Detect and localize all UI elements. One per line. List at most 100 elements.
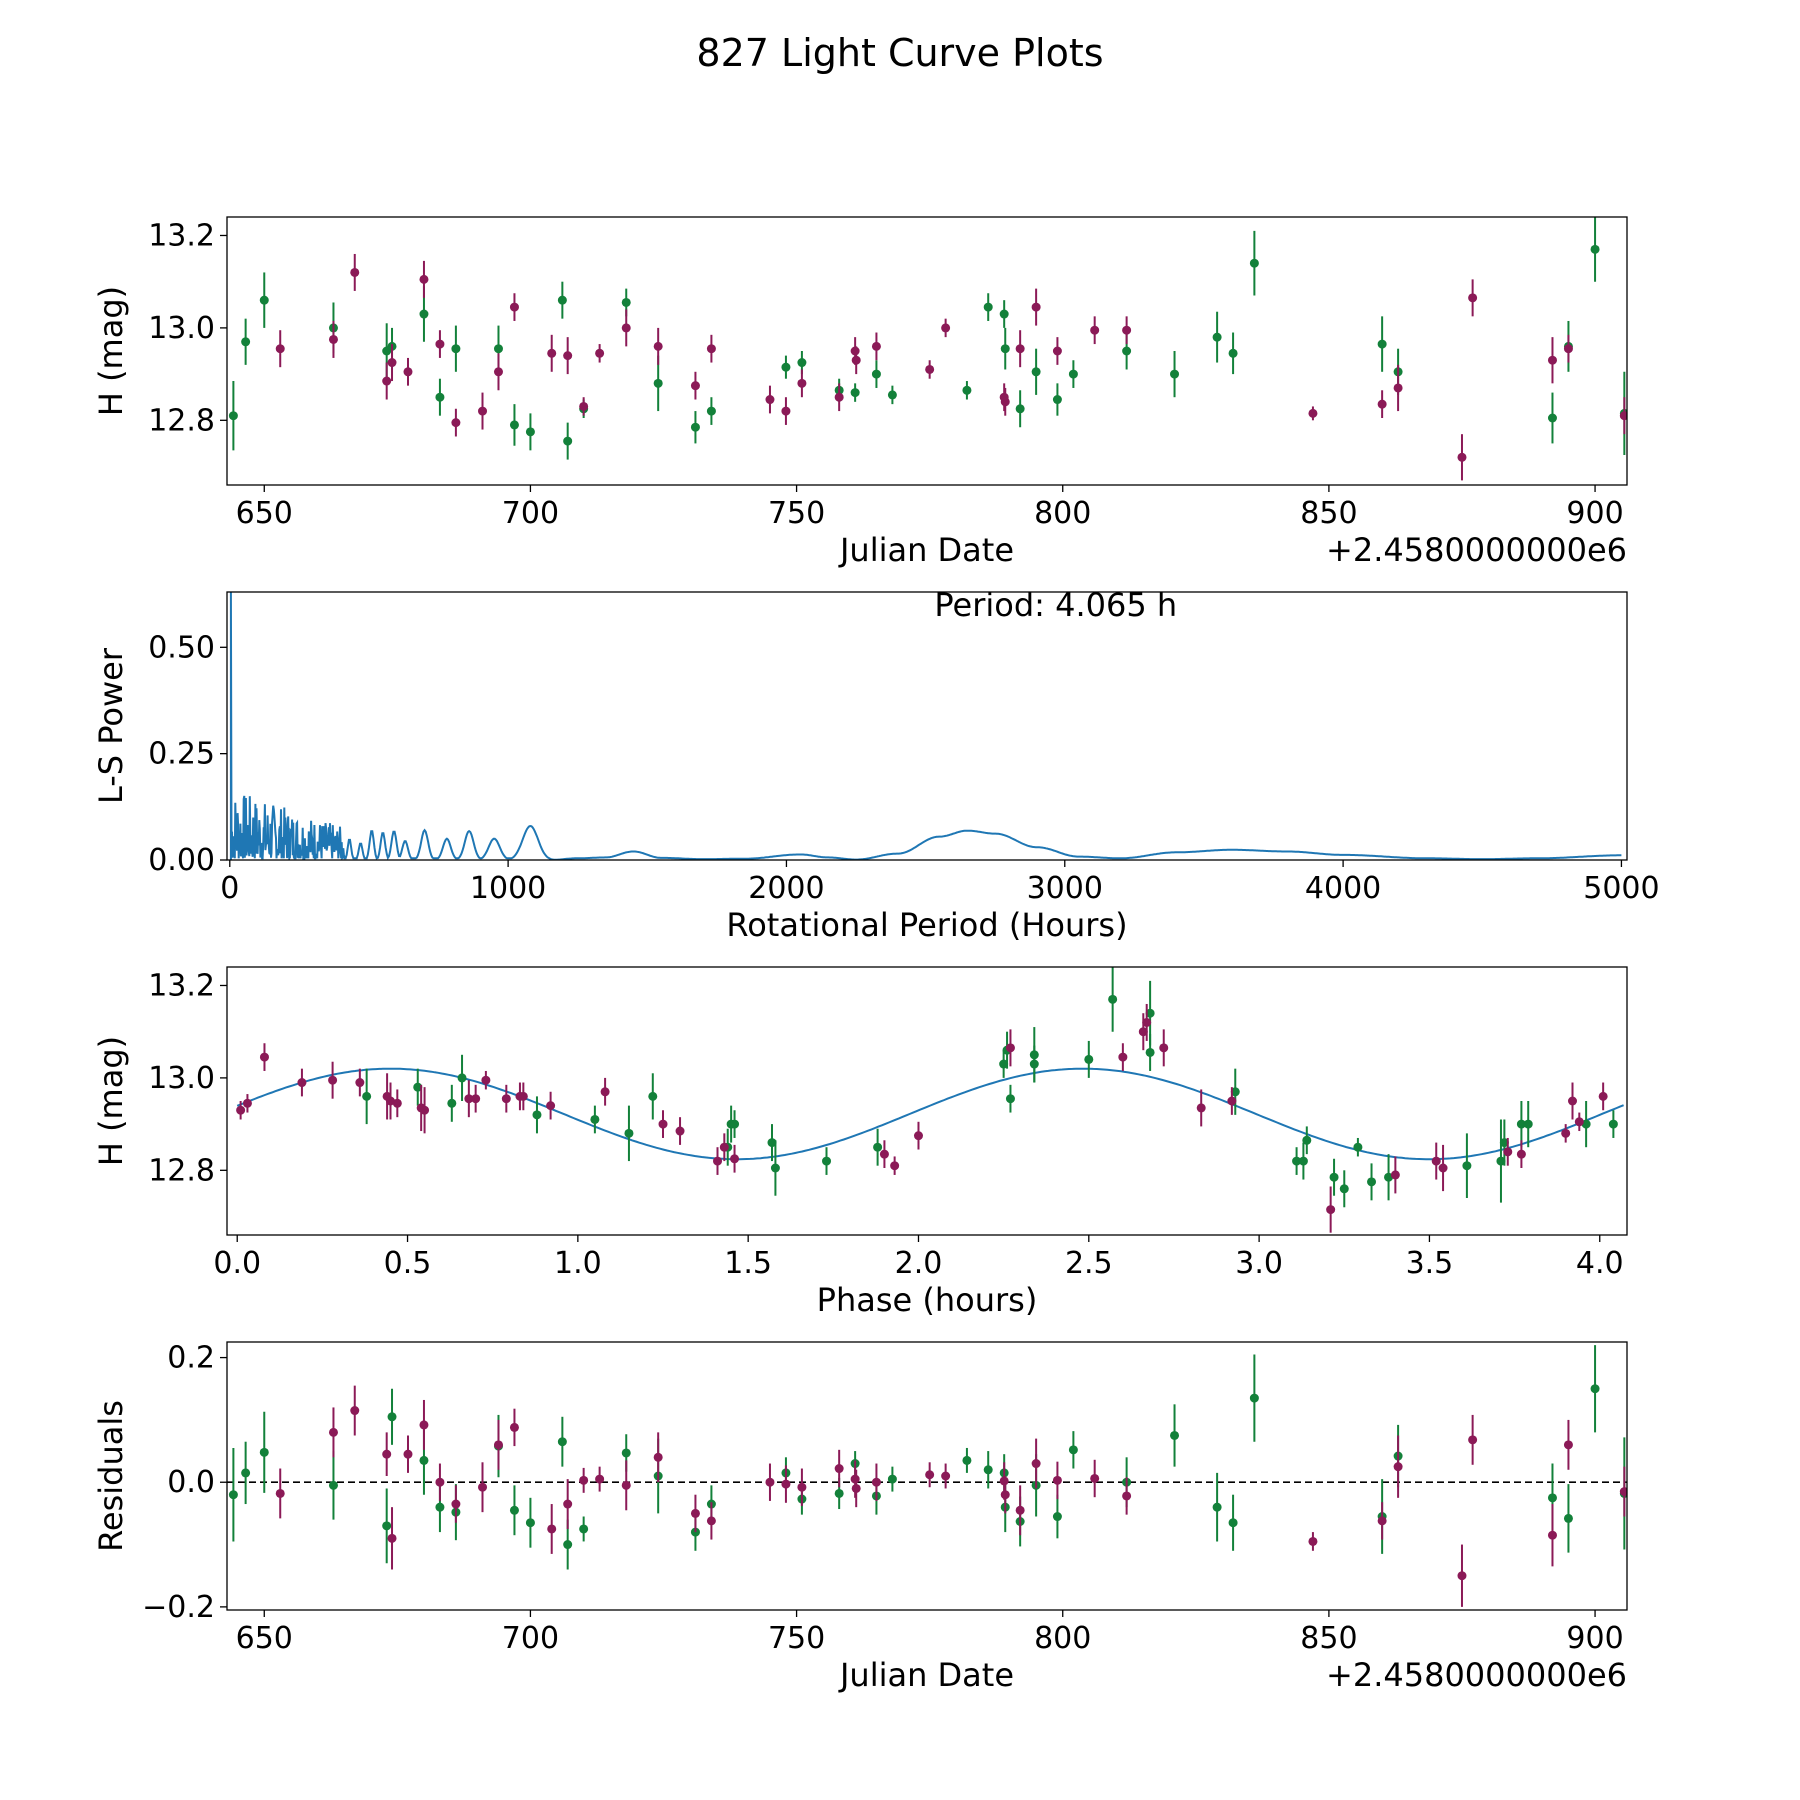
residuals-data-point xyxy=(493,1440,503,1450)
lightcurve-data-point xyxy=(653,341,663,351)
lightcurve-data-point xyxy=(1122,325,1132,335)
phased-data-point xyxy=(1230,1087,1240,1097)
periodogram-ytick-label: 0.25 xyxy=(148,737,215,772)
residuals-data-point xyxy=(850,1474,860,1484)
phased-data-point xyxy=(1367,1177,1377,1187)
phased-data-point xyxy=(546,1101,556,1111)
residuals-data-point xyxy=(653,1452,663,1462)
residuals-data-point xyxy=(706,1516,716,1526)
lightcurve-data-point xyxy=(403,367,413,377)
phased-data-point xyxy=(1574,1117,1584,1127)
residuals-data-point xyxy=(563,1499,573,1509)
residuals-data-point xyxy=(525,1518,535,1528)
residuals-data-point xyxy=(241,1468,251,1478)
residuals-data-point xyxy=(419,1455,429,1465)
lightcurve-data-point xyxy=(563,351,573,361)
residuals-data-point xyxy=(563,1540,573,1550)
lightcurve-data-point xyxy=(1000,397,1010,407)
residuals-data-point xyxy=(478,1482,488,1492)
lightcurve-data-point xyxy=(653,378,663,388)
lightcurve-data-point xyxy=(834,392,844,402)
lightcurve-data-point xyxy=(1052,395,1062,405)
residuals-ytick-label: −0.2 xyxy=(142,1590,215,1625)
lightcurve-data-point xyxy=(797,358,807,368)
residuals-data-point xyxy=(1212,1502,1222,1512)
phased-data-point xyxy=(1145,1008,1155,1018)
lightcurve-data-point xyxy=(850,346,860,356)
lightcurve-data-point xyxy=(925,364,935,374)
lightcurve-data-point xyxy=(493,344,503,354)
residuals-data-point xyxy=(1547,1530,1557,1540)
lightcurve-offset-label: +2.4580000000e6 xyxy=(1326,531,1627,569)
panels: 650 700 750 800 850 900 12.8 13.0 13.2 Julian Dat… xyxy=(92,216,1660,1694)
residuals-data-point xyxy=(1015,1505,1025,1515)
phased-data-point xyxy=(1608,1119,1618,1129)
lightcurve-data-point xyxy=(563,436,573,446)
phased-data-point xyxy=(1292,1156,1302,1166)
residuals-data-point xyxy=(834,1488,844,1498)
residuals-data-point xyxy=(1090,1473,1100,1483)
residuals-data-point xyxy=(1308,1536,1318,1546)
phased-data-point xyxy=(890,1161,900,1171)
residuals-ylabel: Residuals xyxy=(92,1400,130,1552)
lightcurve-ytick-label: 13.0 xyxy=(148,311,215,346)
phased-data-point xyxy=(1029,1050,1039,1060)
lightcurve-data-point xyxy=(983,302,993,312)
lightcurve-data-point xyxy=(1619,411,1627,421)
lightcurve-data-point xyxy=(493,367,503,377)
lightcurve-data-point xyxy=(387,358,397,368)
phased-data-point xyxy=(713,1156,723,1166)
residuals-data-point xyxy=(350,1406,360,1416)
phased-model-curve xyxy=(236,1067,1624,1161)
residuals-xlabel: Julian Date xyxy=(838,1656,1014,1694)
lightcurve-data xyxy=(228,217,1627,481)
residuals-data-point xyxy=(595,1474,605,1484)
phased-data-point xyxy=(730,1119,740,1129)
lightcurve-data-point xyxy=(706,406,716,416)
lightcurve-xlabel: Julian Date xyxy=(838,531,1014,569)
residuals-data-point xyxy=(983,1465,993,1475)
phased-xtick-label: 3.0 xyxy=(1235,1246,1283,1281)
residuals-data-point xyxy=(1000,1490,1010,1500)
lightcurve-data-point xyxy=(1468,293,1478,303)
residuals-data xyxy=(227,1345,1627,1607)
periodogram-ylabel: L-S Power xyxy=(92,647,130,804)
lightcurve-data-point xyxy=(259,295,269,305)
phased-data-point xyxy=(1326,1205,1336,1215)
phased-data-point xyxy=(913,1131,923,1141)
lightcurve-data-point xyxy=(941,323,951,333)
lightcurve-data-point xyxy=(419,274,429,284)
residuals-data-point xyxy=(1393,1462,1403,1472)
lightcurve-data-point xyxy=(328,334,338,344)
residuals-data-point xyxy=(547,1524,557,1534)
residuals-data-point xyxy=(419,1420,429,1430)
lightcurve-data-point xyxy=(1377,399,1387,409)
phased-data-point xyxy=(386,1096,396,1106)
residuals-data-point xyxy=(1170,1430,1180,1440)
residuals-data-point xyxy=(387,1533,397,1543)
phased-data-point xyxy=(590,1114,600,1124)
phased-data-point xyxy=(879,1149,889,1159)
lightcurve-data-point xyxy=(435,339,445,349)
residuals-data-point xyxy=(1228,1518,1238,1528)
lightcurve-data-point xyxy=(871,341,881,351)
phased-series-magenta xyxy=(236,1003,1608,1233)
residuals-data-point xyxy=(941,1471,951,1481)
lightcurve-data-point xyxy=(509,420,519,430)
residuals-data-point xyxy=(1068,1445,1078,1455)
phased-data-point xyxy=(1145,1047,1155,1057)
lightcurve-data-point xyxy=(962,385,972,395)
phased-data-point xyxy=(1142,1017,1152,1027)
phased-data-point xyxy=(730,1154,740,1164)
lightcurve-ylabel: H (mag) xyxy=(92,286,130,416)
phased-data-point xyxy=(464,1094,474,1104)
phased-data-point xyxy=(1499,1138,1509,1148)
lightcurve-data-point xyxy=(1228,348,1238,358)
phased-data-point xyxy=(1005,1094,1015,1104)
lightcurve-data-point xyxy=(595,348,605,358)
phased-data-point xyxy=(457,1073,467,1083)
phased-data-point xyxy=(770,1163,780,1173)
lightcurve-data-point xyxy=(547,348,557,358)
